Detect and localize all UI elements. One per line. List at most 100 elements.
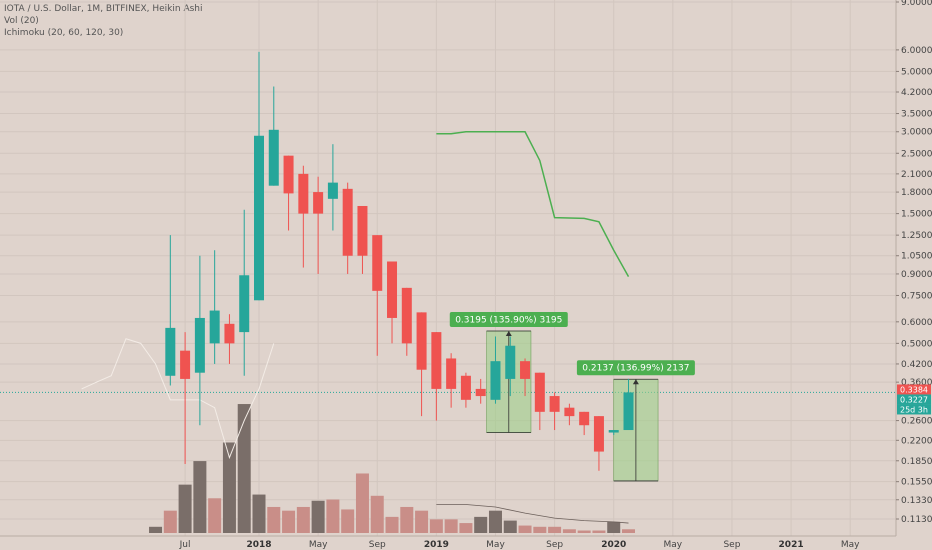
volume-bar bbox=[252, 494, 266, 533]
volume-bar bbox=[444, 519, 458, 533]
candle-body bbox=[313, 192, 324, 214]
y-tick-label: 2.1000 bbox=[901, 170, 932, 180]
candle-body bbox=[431, 332, 442, 389]
volume-bar bbox=[355, 473, 369, 533]
volume-pane bbox=[149, 404, 635, 533]
volume-bar bbox=[429, 519, 443, 533]
candle-body bbox=[534, 372, 545, 412]
volume-bar bbox=[459, 523, 473, 533]
candle-body bbox=[194, 317, 205, 373]
candle-body bbox=[608, 430, 619, 433]
x-tick-label: 2019 bbox=[424, 540, 449, 550]
measure-arrow-head bbox=[505, 331, 512, 337]
volume-bar bbox=[178, 484, 192, 533]
candle-body bbox=[623, 392, 634, 431]
y-tick-label: 0.2200 bbox=[901, 436, 932, 446]
candle-body bbox=[564, 407, 575, 417]
volume-bar bbox=[622, 529, 635, 533]
x-tick-label: May bbox=[309, 540, 328, 550]
candle-body bbox=[520, 361, 531, 379]
candle-body bbox=[446, 358, 457, 389]
y-tick-label: 0.3600 bbox=[901, 378, 932, 388]
volume-bar bbox=[237, 404, 251, 533]
candle-body bbox=[387, 261, 398, 318]
candle-body bbox=[165, 327, 176, 376]
candle-body bbox=[357, 205, 368, 256]
volume-bar bbox=[607, 521, 621, 533]
volume-bar bbox=[518, 525, 532, 533]
volume-bar bbox=[415, 510, 429, 533]
x-tick-label: Sep bbox=[369, 540, 386, 550]
candle-body bbox=[342, 188, 353, 256]
legend-ichimoku: Ichimoku (20, 60, 120, 30) bbox=[4, 28, 124, 38]
price-tag-bg bbox=[897, 394, 931, 405]
y-tick-label: 1.5000 bbox=[901, 210, 932, 220]
price-tag-label: 0.3384 bbox=[900, 385, 928, 394]
measure-label: 0.2137 (136.99%) 2137 bbox=[582, 364, 689, 374]
measure-arrow-head bbox=[632, 379, 639, 385]
measure-label-bg bbox=[576, 360, 695, 376]
y-tick-label: 5.0000 bbox=[901, 67, 932, 77]
y-tick-label: 1.2500 bbox=[901, 231, 932, 241]
y-tick-label: 0.5000 bbox=[901, 339, 932, 349]
volume-bar bbox=[282, 510, 296, 533]
candle-body bbox=[401, 287, 412, 344]
candle-body bbox=[475, 388, 486, 397]
volume-bar bbox=[208, 498, 222, 533]
y-tick-label: 0.1330 bbox=[901, 496, 932, 506]
y-tick-label: 0.1550 bbox=[901, 478, 932, 488]
measure-label-bg bbox=[449, 312, 568, 328]
y-tick-label: 1.8000 bbox=[901, 188, 932, 198]
volume-bar bbox=[488, 510, 502, 533]
x-tick-label: Jul bbox=[179, 540, 191, 550]
measure-tools[interactable]: 0.3195 (135.90%) 3195 0.2137 (136.99%) 21… bbox=[449, 312, 695, 482]
y-tick-label: 0.1850 bbox=[901, 457, 932, 467]
candle-body bbox=[372, 235, 383, 291]
x-tick-label: May bbox=[841, 540, 860, 550]
volume-bar bbox=[533, 526, 547, 533]
legend-title: IOTA / U.S. Dollar, 1M, BITFINEX, Heikin… bbox=[4, 4, 203, 14]
candle-body bbox=[416, 312, 427, 370]
y-tick-label: 6.0000 bbox=[901, 46, 932, 56]
grid-lines bbox=[0, 0, 896, 536]
candle-body bbox=[254, 135, 264, 301]
y-tick-label: 0.4200 bbox=[901, 360, 932, 370]
chart-legend: IOTA / U.S. Dollar, 1M, BITFINEX, Heikin… bbox=[4, 3, 203, 39]
volume-bar bbox=[370, 495, 384, 533]
volume-bar bbox=[222, 442, 236, 533]
volume-bar bbox=[326, 499, 340, 533]
volume-bar bbox=[296, 506, 310, 533]
price-tag-bg bbox=[897, 384, 931, 395]
volume-bar bbox=[193, 461, 207, 533]
x-tick-label: 2020 bbox=[601, 540, 626, 550]
y-tick-label: 0.1130 bbox=[901, 515, 932, 525]
x-tick-label: 2018 bbox=[246, 540, 271, 550]
x-tick-label: May bbox=[664, 540, 683, 550]
volume-bar bbox=[503, 520, 517, 533]
x-tick-label: Sep bbox=[723, 540, 740, 550]
volume-bar bbox=[267, 506, 281, 533]
candle-body bbox=[268, 129, 279, 186]
legend-volume: Vol (20) bbox=[4, 16, 39, 26]
volume-bar bbox=[385, 516, 399, 533]
volume-bar bbox=[548, 526, 562, 533]
volume-bar bbox=[592, 530, 606, 533]
y-tick-label: 9.0000 bbox=[901, 0, 932, 8]
candle-body bbox=[298, 173, 309, 214]
candle-body bbox=[505, 345, 516, 379]
volume-bar bbox=[311, 500, 325, 533]
y-tick-label: 0.7500 bbox=[901, 291, 932, 301]
y-tick-label: 3.0000 bbox=[901, 128, 932, 138]
price-axis-bg bbox=[896, 0, 932, 550]
volume-bar bbox=[149, 526, 163, 533]
indicator-lines bbox=[81, 130, 630, 460]
price-tag-label: 0.3227 bbox=[900, 395, 928, 404]
measure-label: 0.3195 (135.90%) 3195 bbox=[455, 316, 562, 326]
candle-body bbox=[549, 396, 560, 412]
candle-body bbox=[209, 310, 220, 344]
lagging-span-line bbox=[81, 338, 275, 460]
volume-bar bbox=[163, 510, 177, 533]
volume-bar bbox=[474, 516, 488, 533]
